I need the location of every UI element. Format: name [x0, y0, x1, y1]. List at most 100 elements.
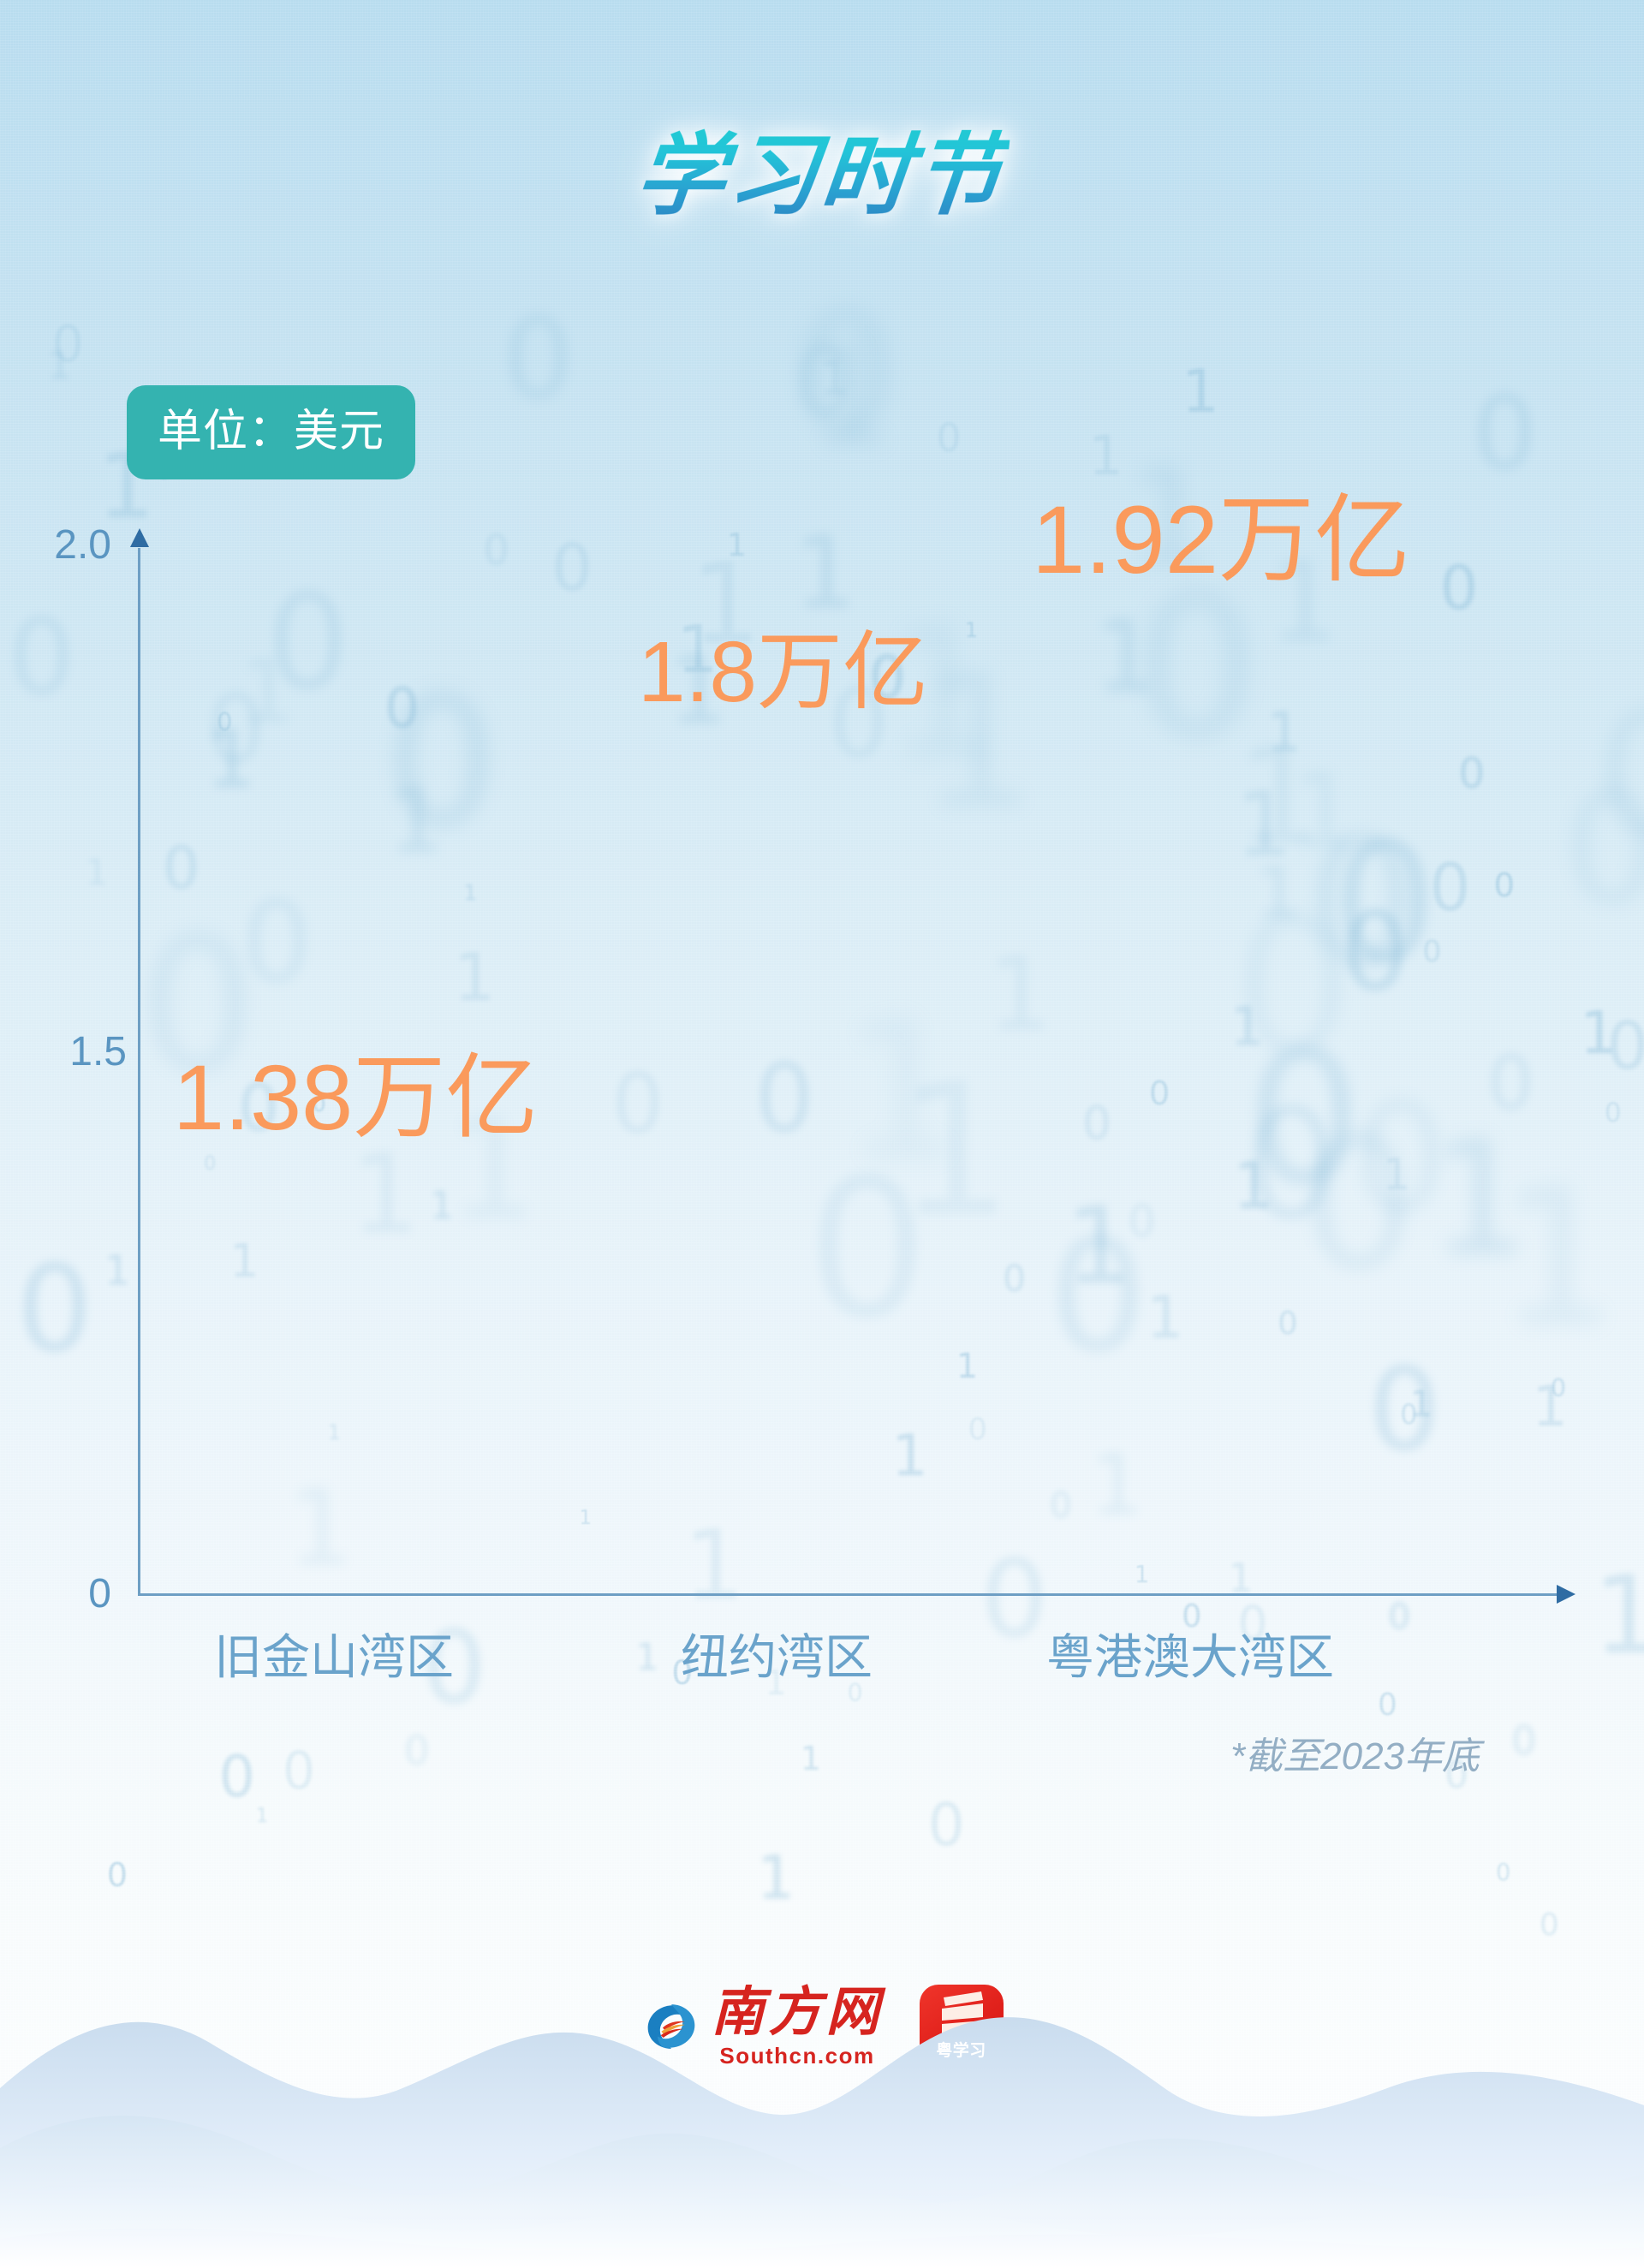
y-tick-label-2: 2.0 — [54, 522, 111, 568]
binary-digit-watermark: 1 — [1429, 1106, 1531, 1291]
binary-digit-watermark: 0 — [671, 1653, 694, 1693]
binary-digit-watermark: 0 — [1472, 373, 1538, 492]
binary-digit-watermark: 1 — [239, 640, 295, 743]
binary-digit-watermark: 0 — [384, 676, 420, 741]
southcn-name-cn: 南方网 — [711, 1984, 884, 2042]
bar-base-ellipse — [233, 1565, 377, 1592]
binary-digit-watermark: 0 — [1493, 866, 1516, 906]
binary-digit-watermark: 0 — [1331, 806, 1438, 1000]
chart-footnote: *截至2023年底 — [1230, 1735, 1480, 1777]
binary-digit-watermark: 1 — [1498, 1148, 1619, 1370]
binary-digit-watermark: 0 — [1368, 1344, 1441, 1477]
binary-digit-watermark: 1 — [1090, 1436, 1144, 1533]
binary-digit-watermark: 1 — [885, 586, 1000, 798]
southcn-swirl-icon — [648, 2004, 695, 2049]
binary-digit-watermark: 0 — [551, 529, 593, 605]
bar-base-ellipse — [1255, 1557, 1396, 1586]
binary-digit-watermark: 1 — [350, 1131, 420, 1259]
y-tick-label-0: 0 — [88, 1571, 111, 1616]
binary-digit-watermark: 1 — [757, 1844, 795, 1914]
bar-base-ellipse — [389, 1567, 517, 1592]
binary-digit-watermark: 0 — [1604, 1097, 1622, 1128]
binary-digit-watermark: 0 — [312, 1092, 326, 1117]
binary-digit-watermark: 0 — [1422, 935, 1442, 970]
binary-digit-watermark: 0 — [1237, 1595, 1268, 1651]
binary-digit-watermark: 1 — [668, 635, 728, 745]
title-block: 学习时节 — [0, 103, 1644, 226]
binary-digit-watermark: 1 — [1236, 717, 1324, 877]
binary-digit-watermark: 1 — [987, 934, 1052, 1053]
binary-digit-watermark: 0 — [162, 835, 200, 903]
binary-digit-watermark: 1 — [1064, 1185, 1133, 1309]
binary-digit-watermark: 0 — [1049, 1207, 1147, 1387]
binary-digit-watermark: 0 — [217, 707, 233, 737]
binary-digit-watermark: 1 — [1593, 1552, 1644, 1679]
binary-digit-watermark: 1 — [676, 611, 718, 688]
binary-digit-watermark: 0 — [384, 659, 498, 866]
binary-digit-watermark: 1 — [1236, 772, 1293, 877]
binary-digit-watermark: 0 — [936, 415, 962, 461]
binary-digit-watermark: 0 — [1245, 1010, 1363, 1226]
binary-digit-watermark: 1 — [956, 1346, 979, 1386]
binary-digit-watermark: 0 — [1232, 877, 1355, 1098]
unit-badge: 单位：美元 — [127, 385, 416, 479]
binary-digit-watermark: 1 — [1291, 751, 1358, 872]
binary-digit-watermark: 1 — [1383, 1149, 1411, 1200]
southcn-logo: 南方网 Southcn.com — [640, 1986, 883, 2067]
binary-digit-watermark: 1 — [579, 1507, 592, 1530]
binary-digit-watermark: 1 — [1255, 854, 1301, 935]
binary-digit-watermark: 1 — [1151, 516, 1164, 539]
bar-value-label: 1.38万亿 — [173, 1045, 539, 1149]
binary-digit-watermark: 0 — [792, 277, 899, 472]
binary-digit-watermark: 1 — [819, 351, 849, 406]
binary-digit-watermark: 1 — [1532, 1374, 1568, 1439]
binary-digit-watermark: 0 — [828, 668, 890, 779]
binary-digit-watermark: 1 — [1127, 440, 1213, 598]
binary-digit-watermark: 1 — [807, 315, 896, 479]
binary-digit-watermark: 0 — [51, 315, 84, 374]
binary-digit-watermark: 0 — [1511, 1717, 1537, 1765]
binary-digit-watermark: 0 — [1242, 1076, 1341, 1255]
binary-digit-watermark: 0 — [1439, 553, 1479, 624]
binary-digit-watermark: 0 — [1305, 799, 1419, 1006]
binary-digit-watermark: 0 — [1388, 1596, 1411, 1638]
binary-digit-watermark: 0 — [8, 595, 75, 718]
southcn-name-en: Southcn.com — [719, 2043, 875, 2069]
binary-digit-watermark: 0 — [1486, 1041, 1534, 1128]
binary-digit-watermark: 1 — [229, 1234, 259, 1288]
binary-digit-watermark: 0 — [806, 1138, 929, 1361]
binary-digit-watermark: 0 — [1148, 1074, 1170, 1114]
binary-digit-watermark: 1 — [287, 1466, 354, 1589]
x-category-label: 粤港澳大湾区 — [1046, 1630, 1334, 1684]
binary-digit-watermark: 1 — [635, 1636, 659, 1679]
yuexuexi-app-icon[interactable]: 粤学习 — [919, 1985, 1004, 2069]
binary-digit-watermark: 1 — [388, 770, 444, 872]
bar-value-label: 1.8万亿 — [638, 624, 929, 720]
binary-digit-watermark: 1 — [1181, 357, 1219, 426]
binary-digit-watermark: 1 — [463, 880, 478, 906]
binary-digit-watermark: 1 — [1233, 1149, 1274, 1224]
binary-digit-watermark: 1 — [1409, 1383, 1433, 1426]
binary-digit-watermark: 0 — [1002, 1258, 1027, 1301]
binary-digit-watermark: 1 — [726, 526, 747, 563]
binary-digit-watermark: 0 — [483, 526, 509, 574]
binary-digit-watermark: 0 — [422, 1609, 486, 1727]
binary-digit-watermark: 1 — [1134, 1562, 1150, 1589]
bar-value-label: 1.92万亿 — [1032, 486, 1410, 593]
binary-digit-watermark: 0 — [611, 1056, 664, 1152]
binary-digit-watermark: 1 — [842, 981, 964, 1203]
x-axis-line — [138, 1593, 1563, 1596]
binary-digit-watermark: 0 — [1606, 1009, 1644, 1086]
yuexuexi-label: 粤学习 — [936, 2042, 986, 2060]
binary-digit-watermark: 0 — [1340, 888, 1410, 1015]
binary-digit-watermark: 0 — [1301, 1098, 1418, 1312]
binary-digit-watermark: 0 — [16, 1239, 93, 1378]
binary-digit-watermark: 1 — [891, 1422, 928, 1490]
binary-digit-watermark: 0 — [868, 643, 907, 712]
binary-digit-watermark: 1 — [690, 538, 762, 669]
binary-digit-watermark: 1 — [800, 1741, 822, 1779]
binary-digit-watermark: 0 — [1182, 1597, 1202, 1634]
southcn-wordmark: 南方网 Southcn.com — [711, 1986, 883, 2067]
binary-digit-watermark: 1 — [255, 1805, 269, 1828]
binary-digit-watermark: 1 — [448, 1086, 538, 1251]
